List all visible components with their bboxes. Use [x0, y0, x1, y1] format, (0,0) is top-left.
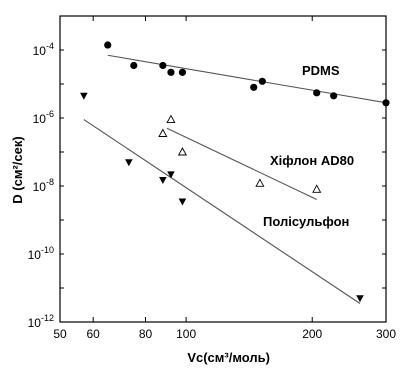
data-point — [166, 114, 176, 124]
y-tick-label: 10-8 — [33, 177, 54, 194]
labels: PDMS Хіфлон AD80 Полісульфон Vc(см³/моль) D … — [10, 63, 354, 365]
data-point — [312, 184, 322, 193]
data-point — [356, 295, 364, 303]
x-tick-label: 50 — [53, 327, 67, 341]
data-point — [177, 147, 187, 156]
x-tick-label: 60 — [86, 327, 100, 341]
data-point — [158, 128, 168, 137]
x-tick-label: 200 — [302, 327, 322, 341]
x-axis-label: Vc(см³/моль) — [187, 350, 270, 365]
plot-frame — [59, 15, 387, 323]
fit-line-series-0 — [107, 54, 387, 104]
y-tick-label: 10-10 — [28, 245, 54, 262]
series-label: Хіфлон AD80 — [270, 153, 354, 168]
data-point — [313, 89, 321, 97]
data-point — [330, 92, 338, 100]
fit-line-series-2 — [83, 119, 361, 304]
data-point — [104, 41, 112, 49]
data-point — [250, 83, 258, 91]
data-point — [255, 178, 265, 187]
series-label: PDMS — [302, 63, 340, 78]
data-point — [382, 99, 390, 107]
y-tick-label: 10-12 — [28, 313, 54, 330]
x-tick-label: 100 — [176, 327, 196, 341]
y-tick-label: 10-4 — [33, 41, 54, 58]
data-point — [178, 68, 187, 76]
x-tick-label: 300 — [376, 327, 396, 341]
x-tick-label: 80 — [139, 327, 153, 341]
ticks: 50 60 80 100 200 300 10-12 10-10 10-8 10-6 10-4 — [28, 15, 396, 341]
data-point — [178, 198, 187, 206]
data-point — [167, 68, 175, 76]
data-point — [159, 61, 167, 70]
data-point — [130, 61, 138, 70]
data-point — [167, 171, 175, 179]
data-point — [125, 159, 133, 167]
y-tick-label: 10-6 — [33, 109, 54, 126]
y-axis-label: D (см²/сек) — [10, 136, 25, 203]
data-point — [80, 92, 88, 100]
fit-line-series-1 — [166, 127, 317, 201]
data-point — [159, 177, 167, 185]
plot-area — [59, 15, 387, 323]
fit-lines — [83, 54, 387, 304]
data-point — [258, 77, 266, 85]
markers — [80, 41, 390, 303]
series-label: Полісульфон — [263, 214, 349, 229]
